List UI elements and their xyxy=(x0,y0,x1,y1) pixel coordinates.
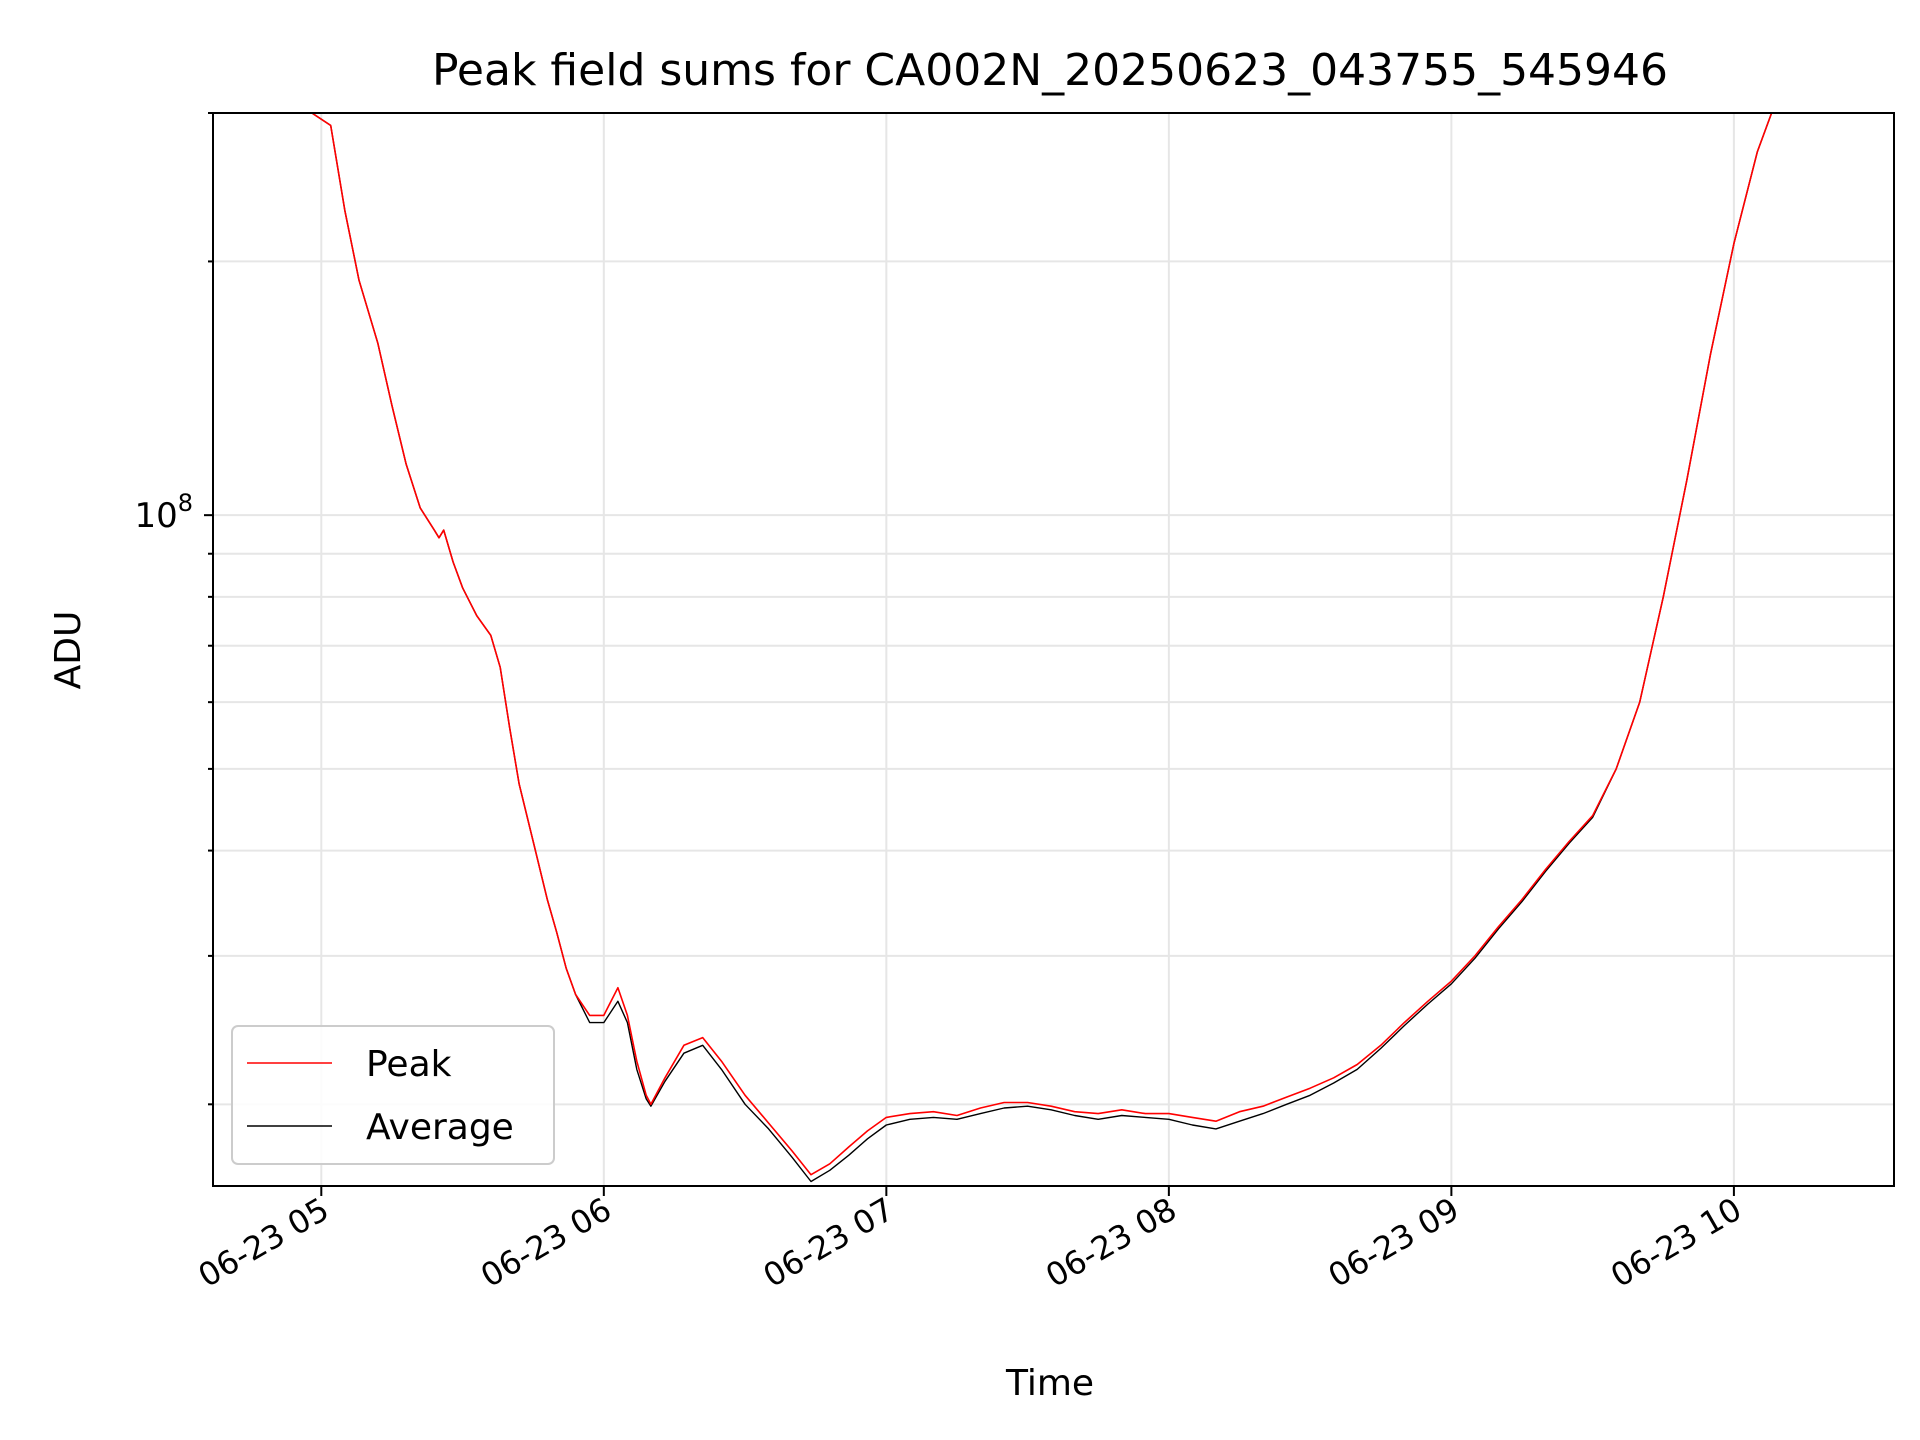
y-axis-label: ADU xyxy=(48,611,89,690)
y-axis-ticks: 108 xyxy=(134,112,213,1106)
series-line-peak xyxy=(311,113,1773,1176)
plot-area xyxy=(311,113,1773,1183)
legend-label-average: Average xyxy=(366,1107,514,1148)
plot-frame xyxy=(212,112,1895,1187)
legend-box xyxy=(231,1025,555,1165)
legend-label-peak: Peak xyxy=(366,1044,452,1085)
series-layer xyxy=(311,113,1773,1183)
y-tick-label: 108 xyxy=(134,489,193,536)
legend: Peak Average xyxy=(231,1025,555,1165)
x-axis-label: Time xyxy=(1005,1363,1094,1404)
chart-title: Peak field sums for CA002N_20250623_0437… xyxy=(432,45,1668,96)
